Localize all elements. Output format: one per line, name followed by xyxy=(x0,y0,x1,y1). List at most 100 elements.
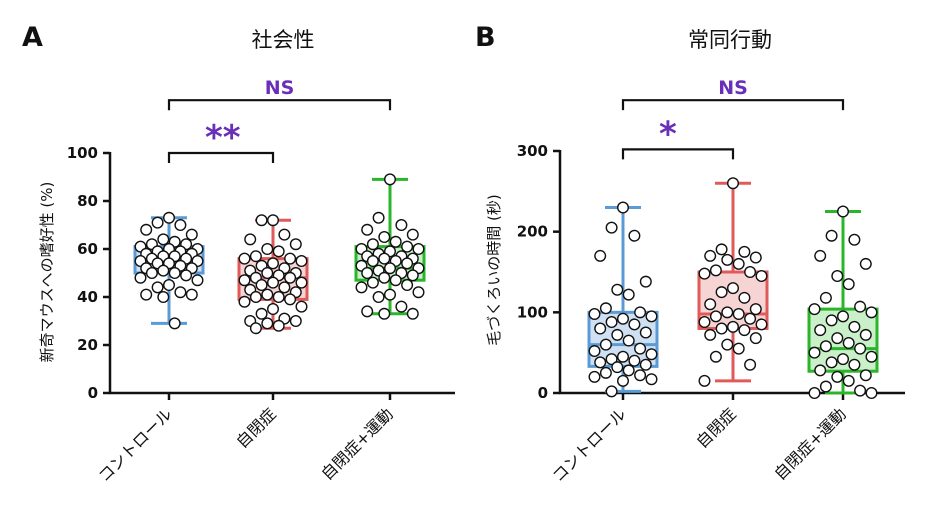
panel-a-data-point xyxy=(406,307,419,320)
panel-a-data-point xyxy=(366,254,379,267)
panel-b-data-point xyxy=(837,205,850,218)
panel-b-data-point xyxy=(854,342,867,355)
panel-a-data-point xyxy=(255,307,268,320)
panel-b-data-point xyxy=(645,373,658,386)
panel-b-data-point xyxy=(865,387,878,400)
panel-b-data-point xyxy=(859,328,872,341)
panel-b-data-point xyxy=(842,374,855,387)
panel-a-data-point xyxy=(151,281,164,294)
panel-b-data-point xyxy=(825,314,838,327)
panel-b-data-point xyxy=(831,332,844,345)
panel-a-data-point xyxy=(372,211,385,224)
panel-b-data-point xyxy=(842,278,855,291)
panel-a-data-point xyxy=(272,291,285,304)
panel-b-data-point xyxy=(605,316,618,329)
panel-b-data-point xyxy=(842,336,855,349)
panel-b-data-point xyxy=(721,253,734,266)
panel-a-data-point xyxy=(406,228,419,241)
panel-b-title: 常同行動 xyxy=(688,28,772,52)
panel-b-data-point xyxy=(594,356,607,369)
panel-a-data-point xyxy=(180,269,193,282)
panel-b-data-point xyxy=(588,345,601,358)
panel-a-data-point xyxy=(134,271,147,284)
panel-a-data-point xyxy=(278,228,291,241)
panel-b-data-point xyxy=(599,366,612,379)
panel-a-data-point xyxy=(157,233,170,246)
panel-a-data-point xyxy=(378,271,391,284)
panel-a-category-label: コントロール xyxy=(95,404,176,485)
panel-a-data-point xyxy=(140,288,153,301)
panel-b-data-point xyxy=(755,318,768,331)
panel-b-category-label: 自閉症 xyxy=(692,404,739,451)
panel-b-data-point xyxy=(611,361,624,374)
panel-a-sig-bracket xyxy=(167,151,275,163)
panel-a-data-point xyxy=(244,233,257,246)
panel-b-data-point xyxy=(808,387,821,400)
panel-a-ytick-label: 100 xyxy=(67,144,98,162)
panel-b-data-point xyxy=(628,354,641,367)
panel-b-data-point xyxy=(628,229,641,242)
panel-a-data-point xyxy=(267,214,280,227)
panel-b-data-point xyxy=(727,177,740,190)
panel-b-letter: B xyxy=(475,22,496,53)
panel-b-data-point xyxy=(709,310,722,323)
panel-a-data-point xyxy=(162,279,175,292)
panel-b-plot: 0 100 200 300 コントロール 自閉症 自閉症+運動 * NS xyxy=(517,77,905,486)
panel-a-ytick-label: 80 xyxy=(77,192,98,210)
panel-a-data-point xyxy=(267,303,280,316)
panel-b-data-point xyxy=(859,369,872,382)
panel-a-category-label: 自閉症+運動 xyxy=(317,404,396,483)
panel-b-data-point xyxy=(744,266,757,279)
panel-b-data-point xyxy=(634,369,647,382)
panel-b-data-point xyxy=(732,257,745,270)
panel-b-data-point xyxy=(721,338,734,351)
panel-b-data-point xyxy=(617,350,630,363)
panel-b-data-point xyxy=(755,270,768,283)
panel-b-data-point xyxy=(865,306,878,319)
panel-a-category-label: 自閉症 xyxy=(232,404,279,451)
panel-b-data-point xyxy=(698,374,711,387)
panel-b-data-point xyxy=(599,338,612,351)
panel-a-data-point xyxy=(289,315,302,328)
panel-a-data-point xyxy=(261,288,274,301)
panel-b-data-point xyxy=(732,307,745,320)
panel-b-data-point xyxy=(808,303,821,316)
panel-b-data-point xyxy=(645,348,658,361)
panel-b-data-point xyxy=(831,370,844,383)
panel-b-ytick-label: 100 xyxy=(517,303,548,321)
panel-a-data-point xyxy=(185,288,198,301)
panel-a-data-point xyxy=(261,267,274,280)
panel-b-data-point xyxy=(831,270,844,283)
panel-b-sig-bracket xyxy=(621,99,845,111)
panel-b-data-point xyxy=(814,249,827,262)
panel-a-data-point xyxy=(140,223,153,236)
panel-a-sig-bracket xyxy=(167,99,392,111)
panel-a-data-point xyxy=(384,288,397,301)
panel-a-data-point xyxy=(284,252,297,265)
panel-b-category-label: 自閉症+運動 xyxy=(770,404,849,483)
panel-a-data-point xyxy=(406,269,419,282)
panel-a-data-point xyxy=(378,252,391,265)
panel-b-data-point xyxy=(808,346,821,359)
panel-b-data-point xyxy=(727,320,740,333)
panel-b-data-point xyxy=(854,300,867,313)
panel-a-data-point xyxy=(378,307,391,320)
panel-b-data-point xyxy=(588,370,601,383)
panel-a-data-point xyxy=(238,274,251,287)
panel-a-data-point xyxy=(361,305,374,318)
panel-a-data-point xyxy=(249,291,262,304)
panel-b-data-point xyxy=(865,350,878,363)
panel-a-data-point xyxy=(389,235,402,248)
panel-a-ytick-label: 40 xyxy=(77,288,98,306)
panel-b-data-point xyxy=(814,364,827,377)
panel-a-data-point xyxy=(278,281,291,294)
panel-a-data-point xyxy=(355,281,368,294)
panel-b-data-point xyxy=(704,328,717,341)
panel-a-data-point xyxy=(295,254,308,267)
panel-a-data-point xyxy=(261,242,274,255)
panel-a-data-point xyxy=(157,264,170,277)
panel-b-data-point xyxy=(628,318,641,331)
panel-b-data-point xyxy=(617,312,630,325)
panel-a-data-point xyxy=(267,257,280,270)
panel-b-data-point xyxy=(825,229,838,242)
